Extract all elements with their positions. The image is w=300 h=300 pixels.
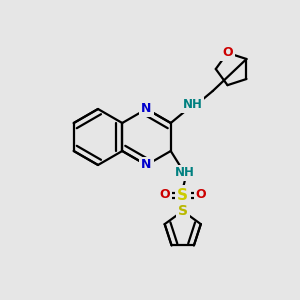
Text: N: N (141, 158, 152, 172)
Text: S: S (178, 204, 188, 218)
Text: NH: NH (175, 167, 195, 179)
Text: N: N (141, 103, 152, 116)
Text: O: O (195, 188, 206, 202)
Text: NH: NH (183, 98, 203, 112)
Text: S: S (177, 188, 188, 202)
Text: O: O (222, 46, 233, 59)
Text: O: O (159, 188, 170, 202)
